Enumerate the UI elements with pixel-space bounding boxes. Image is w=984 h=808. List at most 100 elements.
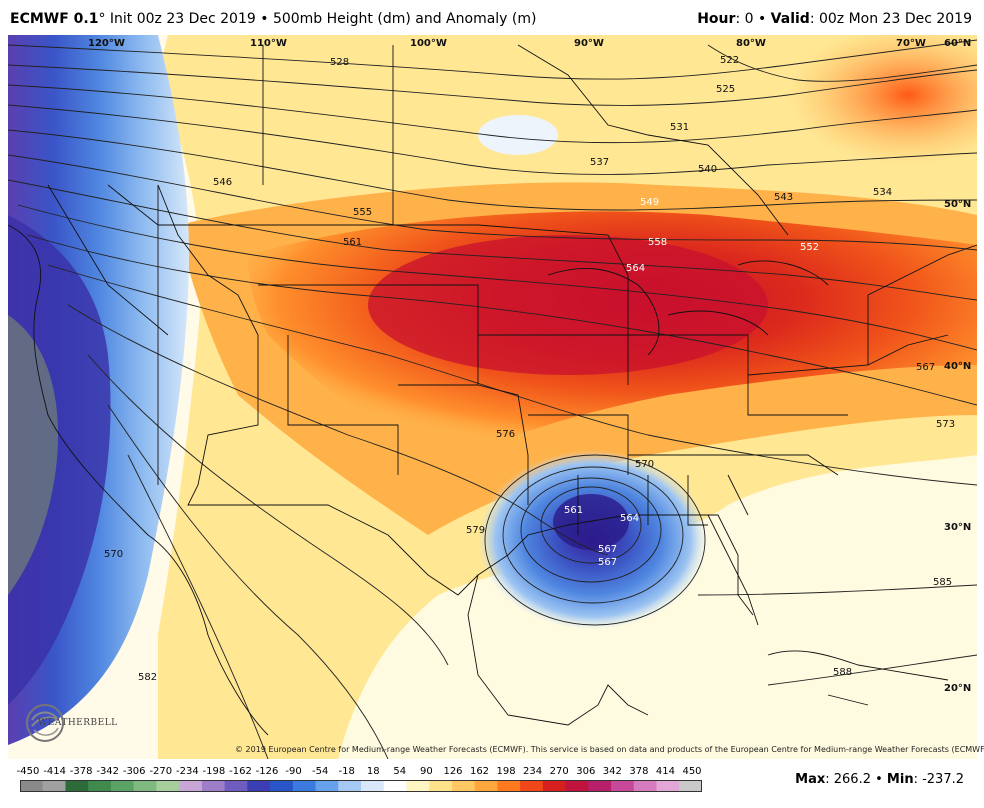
- anomaly-pale-patch: [478, 115, 558, 155]
- contour-label: 549: [640, 197, 659, 208]
- colorbar-segment: [156, 780, 180, 792]
- anomaly-colorbar: [20, 780, 702, 792]
- latitude-label: 40°N: [944, 361, 972, 372]
- contour-label: 561: [564, 505, 583, 516]
- contour-label: 579: [466, 525, 485, 536]
- colorbar-segment: [201, 780, 226, 792]
- contour-label: 573: [936, 419, 955, 430]
- contour-label: 534: [873, 187, 892, 198]
- valid-value: : 00z Mon 23 Dec 2019: [809, 11, 972, 27]
- colorbar-segment: [338, 780, 362, 792]
- contour-label: 588: [833, 667, 852, 678]
- latitude-label: 50°N: [944, 199, 972, 210]
- latitude-label: 60°N: [944, 38, 972, 49]
- colorbar-segment: [88, 780, 112, 792]
- contour-label: 561: [343, 237, 362, 248]
- colorbar-segment: [406, 780, 430, 792]
- anomaly-west-core-inner: [8, 315, 58, 595]
- colorbar-segment: [270, 780, 294, 792]
- longitude-label: 120°W: [88, 38, 125, 49]
- colorbar-tick-label: 54: [393, 766, 407, 777]
- colorbar-tick-label: -378: [69, 766, 93, 777]
- colorbar-tick-label: 198: [496, 766, 516, 777]
- contour-label: 582: [138, 672, 157, 683]
- colorbar-segment: [611, 780, 635, 792]
- colorbar-tick-label: 126: [443, 766, 463, 777]
- contour-label: 567: [598, 557, 617, 568]
- colorbar-segment: [588, 780, 612, 792]
- colorbar-tick-label: -414: [43, 766, 66, 777]
- colorbar-tick-label: 342: [602, 766, 622, 777]
- init-description: Init 00z 23 Dec 2019 • 500mb Height (dm)…: [105, 11, 537, 27]
- contour-label: 531: [670, 122, 689, 133]
- colorbar-tick-label: 234: [523, 766, 543, 777]
- weatherbell-swirl-icon: [26, 704, 64, 742]
- longitude-label: 100°W: [410, 38, 447, 49]
- longitude-label: 80°W: [736, 38, 766, 49]
- colorbar-tick-label: 450: [682, 766, 702, 777]
- colorbar-segment: [497, 780, 521, 792]
- colorbar-segment: [65, 780, 89, 792]
- colorbar-segment: [247, 780, 271, 792]
- contour-label: 567: [916, 362, 935, 373]
- colorbar-tick-label: -342: [96, 766, 120, 777]
- contour-label: 528: [330, 57, 349, 68]
- contour-label: 552: [800, 242, 819, 253]
- political-borders: [8, 44, 977, 736]
- colorbar-segment: [292, 780, 317, 792]
- contour-label: 558: [648, 237, 667, 248]
- colorbar-segment: [42, 780, 66, 792]
- colorbar-segment: [520, 780, 544, 792]
- colorbar-segment: [633, 780, 658, 792]
- longitude-label: 90°W: [574, 38, 604, 49]
- contour-label: 555: [353, 207, 372, 218]
- colorbar-segment: [679, 780, 702, 792]
- colorbar-tick-label: -90: [285, 766, 302, 777]
- contour-label: 585: [933, 577, 952, 588]
- colorbar-segment: [451, 780, 476, 792]
- colorbar-segment: [656, 780, 680, 792]
- anomaly-ne-orange: [788, 35, 977, 165]
- colorbar-tick-label: -18: [338, 766, 355, 777]
- header-title: ECMWF 0.1° Init 00z 23 Dec 2019 • 500mb …: [10, 11, 536, 27]
- contour-label: 576: [496, 429, 515, 440]
- colorbar-tick-label: -270: [149, 766, 173, 777]
- anomaly-gulf-low-core: [553, 494, 629, 550]
- colorbar-segment: [383, 780, 407, 792]
- contour-label: 570: [635, 459, 654, 470]
- min-label: Min: [886, 772, 914, 787]
- colorbar-tick-label: -198: [202, 766, 226, 777]
- anomaly-map-svg: 528 525 522 531 537 540 534 543 546 549 …: [8, 35, 977, 759]
- colorbar-segment: [179, 780, 203, 792]
- colorbar-segment: [20, 780, 44, 792]
- copyright-notice: © 2019 European Centre for Medium-range …: [235, 745, 984, 754]
- anomaly-max-center: [368, 235, 768, 375]
- colorbar-tick-label: -162: [229, 766, 252, 777]
- contour-label: 570: [104, 549, 123, 560]
- colorbar-segment: [110, 780, 135, 792]
- min-value: : -237.2: [913, 772, 964, 787]
- colorbar-segment: [361, 780, 385, 792]
- colorbar-border: [20, 780, 702, 792]
- colorbar-tick-label: 162: [469, 766, 490, 777]
- hour-value: : 0 •: [735, 11, 771, 27]
- colorbar-tick-label: -234: [176, 766, 199, 777]
- colorbar-tick-label: 378: [629, 766, 649, 777]
- contour-label: 564: [626, 263, 645, 274]
- colorbar-tick-label: 306: [576, 766, 596, 777]
- colorbar-segment: [315, 780, 339, 792]
- colorbar-tick-label: -54: [312, 766, 329, 777]
- colorbar-tick-label: 90: [420, 766, 433, 777]
- colorbar-segment: [429, 780, 453, 792]
- latitude-label: 20°N: [944, 683, 972, 694]
- weather-map: 528 525 522 531 537 540 534 543 546 549 …: [8, 35, 977, 759]
- contour-labels: 528 525 522 531 537 540 534 543 546 549 …: [104, 55, 955, 683]
- logo-text: WEATHERBELL: [38, 718, 118, 728]
- contour-label: 522: [720, 55, 739, 66]
- hour-label: Hour: [697, 11, 736, 27]
- contour-label: 546: [213, 177, 232, 188]
- colorbar-tick-label: -450: [16, 766, 40, 777]
- longitude-label: 110°W: [250, 38, 287, 49]
- colorbar-segment: [565, 780, 589, 792]
- colorbar-segment: [224, 780, 248, 792]
